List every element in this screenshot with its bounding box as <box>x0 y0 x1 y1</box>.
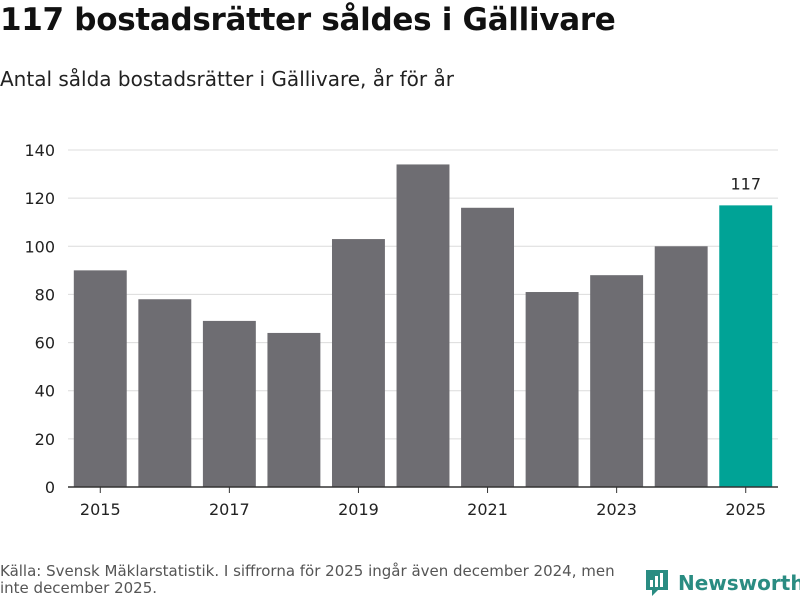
x-tick-label: 2023 <box>596 500 637 519</box>
bar-chart: 0 20 40 60 80 100 120 140 2015 2017 2019 2021 2023 20… <box>24 141 778 519</box>
y-tick-label: 0 <box>45 478 55 497</box>
y-tick-label: 60 <box>35 334 55 353</box>
data-label: 117 <box>730 174 761 193</box>
x-tick-label: 2015 <box>80 500 121 519</box>
chart-title: 117 bostadsrätter såldes i Gällivare <box>0 2 616 38</box>
bar-2021 <box>461 207 515 487</box>
y-tick-label: 40 <box>35 382 55 401</box>
y-tick-label: 140 <box>24 141 55 160</box>
bar-2018 <box>267 332 321 487</box>
brand-logo: Newsworthy <box>644 568 800 598</box>
bar-2025 <box>719 205 773 487</box>
y-tick-label: 120 <box>24 189 55 208</box>
bar-2022 <box>525 292 579 487</box>
source-note: Källa: Svensk Mäklarstatistik. I siffror… <box>0 562 615 597</box>
bar-2024 <box>654 246 708 487</box>
y-tick-label: 100 <box>24 237 55 256</box>
y-tick-label: 80 <box>35 285 55 304</box>
bar-2019 <box>331 239 385 487</box>
brand-name: Newsworthy <box>678 571 800 595</box>
newsworthy-logo-icon <box>646 570 668 596</box>
bar-2020 <box>396 164 450 487</box>
chart-subtitle: Antal sålda bostadsrätter i Gällivare, å… <box>0 67 454 91</box>
x-tick-label: 2021 <box>467 500 508 519</box>
bar-2016 <box>138 299 192 487</box>
x-tick-label: 2017 <box>209 500 250 519</box>
bar-2023 <box>590 275 644 487</box>
x-tick-label: 2019 <box>338 500 379 519</box>
bar-2015 <box>73 270 127 487</box>
x-tick-label: 2025 <box>725 500 766 519</box>
y-tick-label: 20 <box>35 430 55 449</box>
bar-2017 <box>202 320 256 487</box>
